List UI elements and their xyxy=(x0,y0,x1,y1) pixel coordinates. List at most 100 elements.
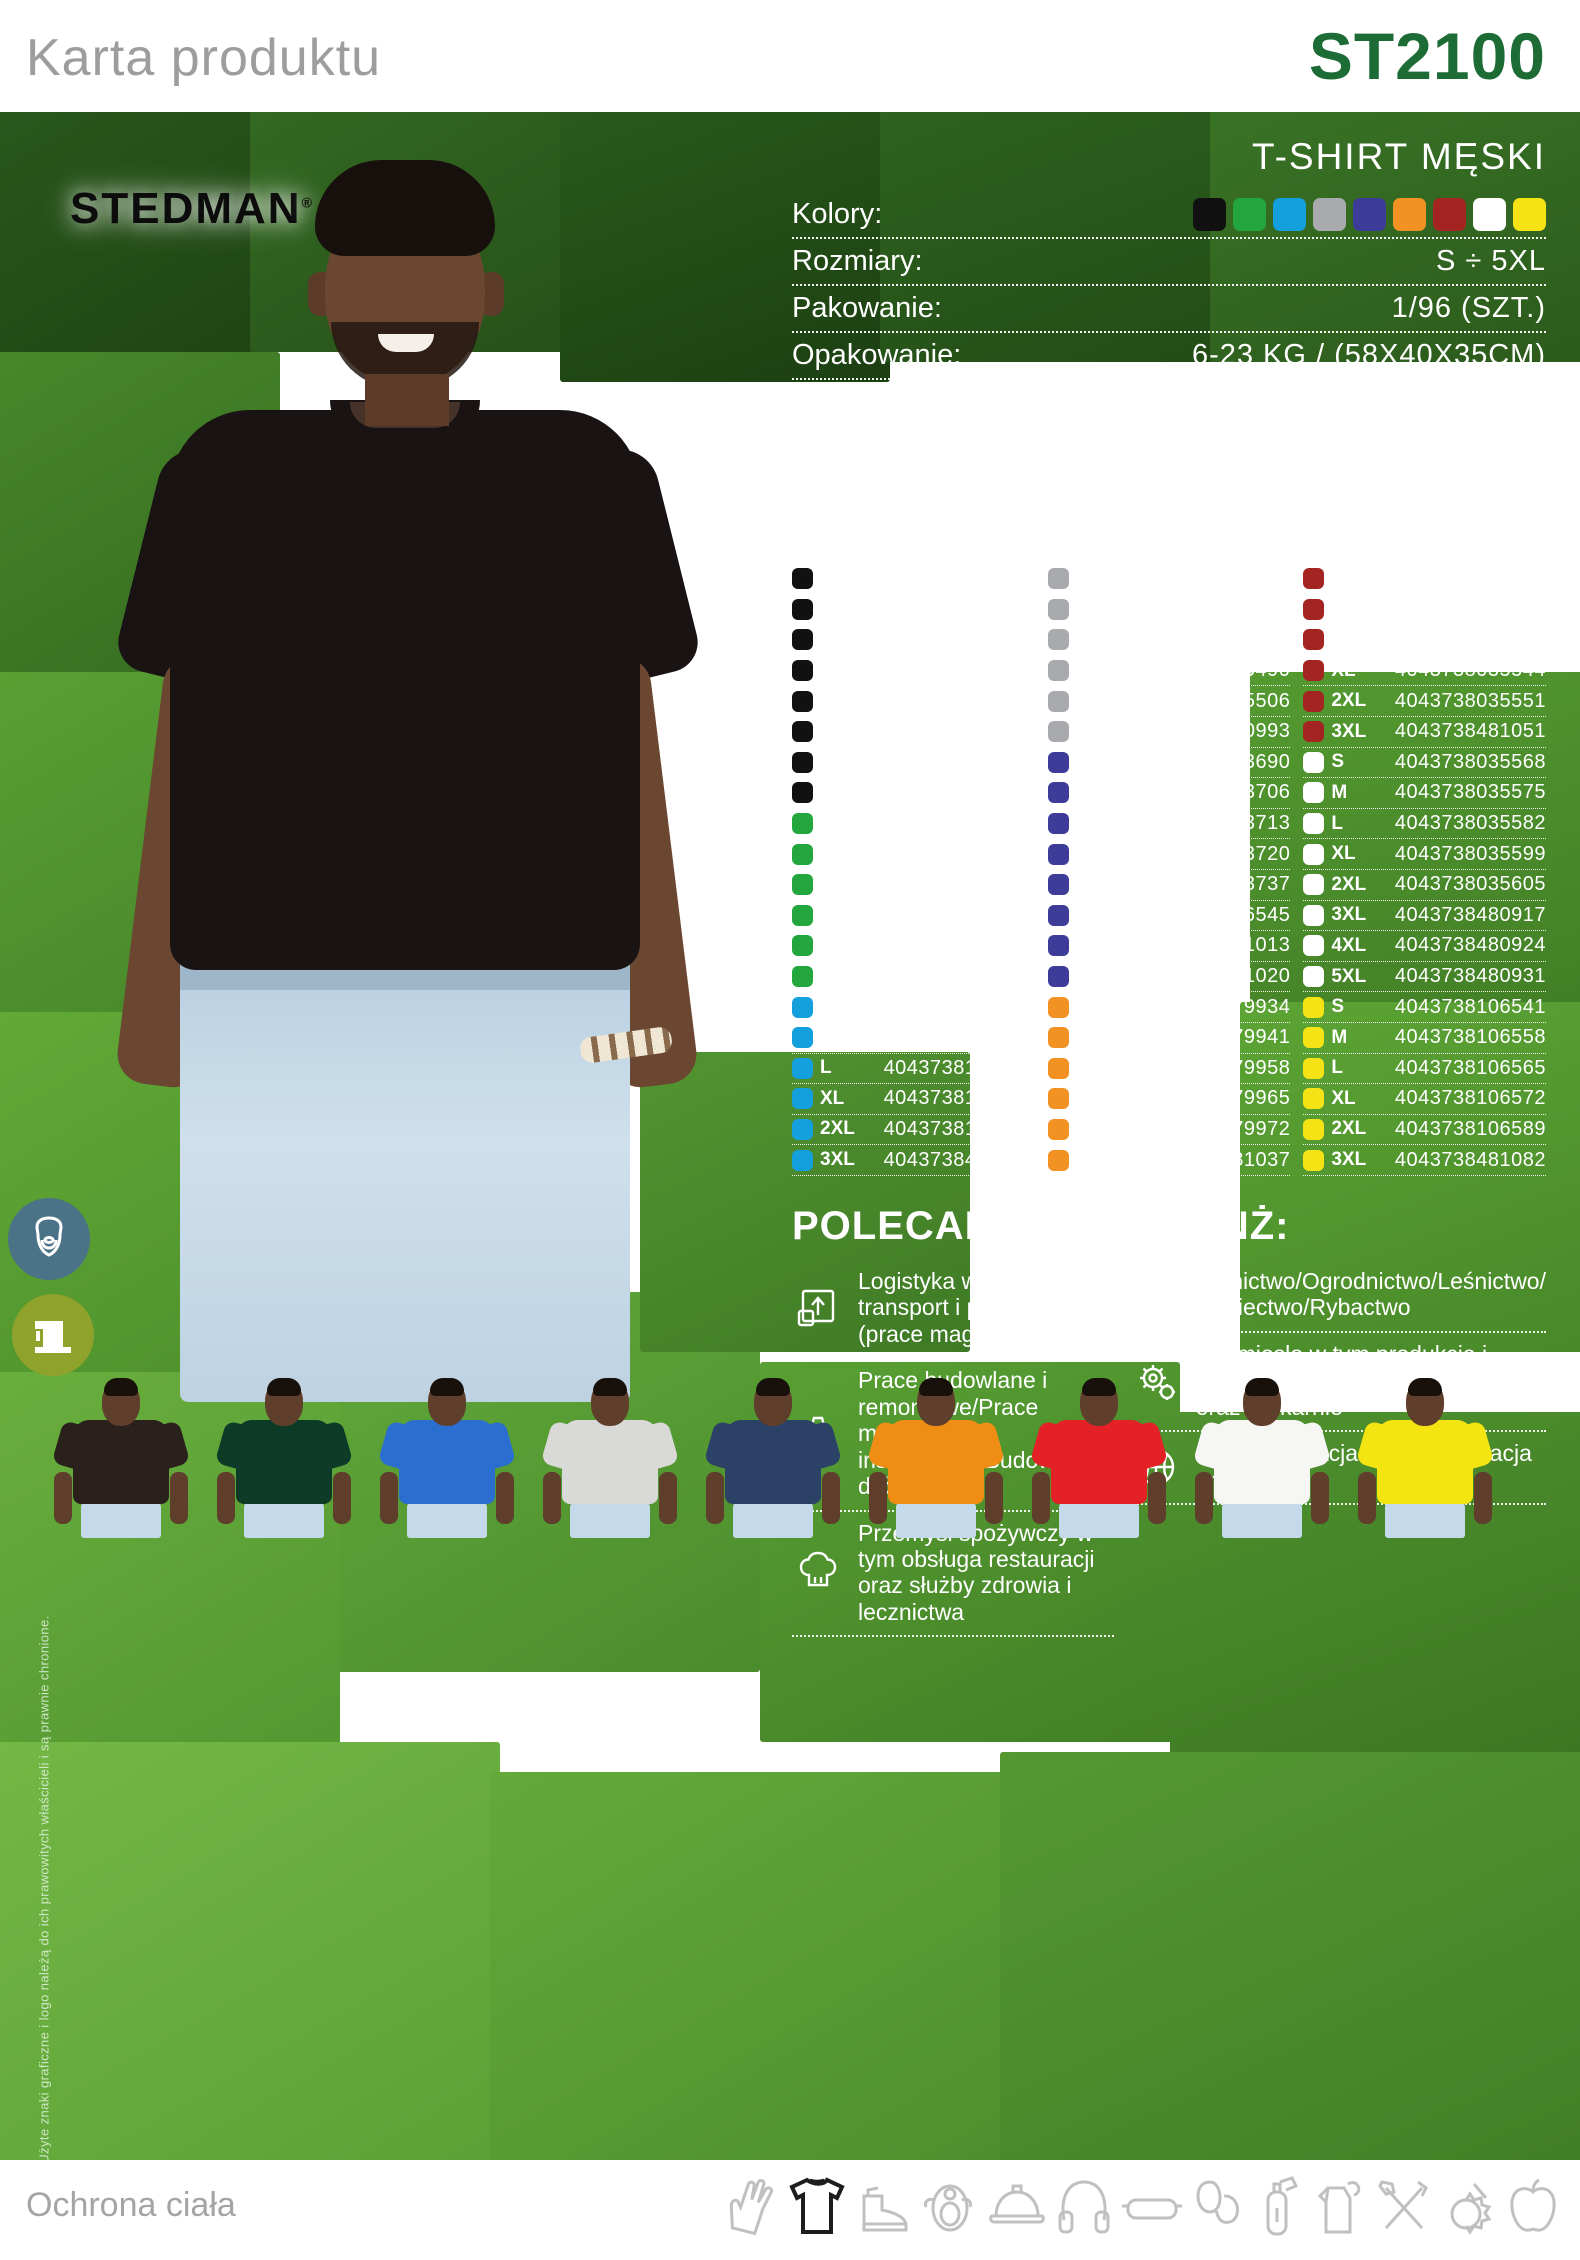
variant-shirt xyxy=(1024,1378,1174,1538)
ean-size: 5XL xyxy=(820,781,855,803)
brand-logo: STEDMAN® xyxy=(70,184,314,233)
ean-row: 2XL 4043738106688 xyxy=(792,931,1035,962)
color-swatch xyxy=(1303,751,1325,773)
ean-size: S xyxy=(1075,751,1089,773)
color-swatch xyxy=(1047,813,1069,835)
ean-row: M 4043738106558 xyxy=(1303,1023,1547,1054)
ean-row: XL 4043738035490 xyxy=(1047,656,1291,687)
ean-row: S 4043738179934 xyxy=(1047,992,1291,1023)
ean-size: 4XL xyxy=(1075,934,1111,956)
ean-row: XL 4043738035599 xyxy=(1303,839,1547,870)
ean-size: L xyxy=(1331,628,1343,650)
ean-size: L xyxy=(1331,1057,1343,1079)
ean-row: 2XL 4043738035506 xyxy=(1047,686,1291,717)
ean-row: 3XL 4043738481037 xyxy=(1047,1145,1291,1176)
ean-code: 4043738106640 xyxy=(883,812,1035,835)
industry-label: Rzemiosło w tym produkcja i obróbka szkł… xyxy=(1195,1340,1525,1420)
sewing-machine-badge xyxy=(12,1294,94,1376)
ean-row: 3XL 4043738480993 xyxy=(1047,717,1291,748)
variant-shirt xyxy=(1350,1378,1500,1538)
ean-size: 2XL xyxy=(1331,873,1367,895)
color-swatch xyxy=(792,874,813,896)
color-swatch xyxy=(1303,996,1325,1018)
registered-mark: ® xyxy=(301,194,314,211)
color-swatch xyxy=(792,629,813,651)
ean-size: S xyxy=(1075,567,1089,589)
ean-size: XL xyxy=(1331,659,1356,681)
ean-code: 4043738035490 xyxy=(1139,659,1291,682)
variant-shirt xyxy=(372,1378,522,1538)
ean-size: 2XL xyxy=(820,934,855,956)
ean-size: L xyxy=(1075,812,1088,834)
color-swatch xyxy=(1303,843,1325,865)
ean-size: 2XL xyxy=(1075,690,1111,712)
ean-code: 4043738035438 xyxy=(883,628,1035,651)
ean-row: 5XL 4043738480955 xyxy=(792,778,1035,809)
colors-label: Kolory: xyxy=(792,198,883,230)
ean-row: L 4043738106565 xyxy=(1303,1054,1547,1085)
color-swatch xyxy=(1047,660,1069,682)
page-header: Karta produktu ST2100 xyxy=(0,0,1580,112)
ean-row: L 4043738106619 xyxy=(792,1054,1035,1085)
ean-row: XL 4043738106671 xyxy=(792,901,1035,932)
color-swatch xyxy=(1047,1118,1069,1140)
ean-size: L xyxy=(820,873,832,895)
ean-row: 3XL 4043738480979 xyxy=(792,962,1035,993)
color-swatch xyxy=(1193,198,1226,231)
spec-row-box: Opakowanie: 6-23 KG / (58X40X35CM) xyxy=(792,333,1546,380)
ean-size: L xyxy=(1331,812,1343,834)
ean-row: 3XL 4043738480986 xyxy=(792,1145,1035,1176)
ean-row: 2XL 4043738035551 xyxy=(1303,686,1547,717)
ean-row: M 4043738106657 xyxy=(792,839,1035,870)
harness-icon xyxy=(1190,2174,1248,2240)
hand-tools-icon xyxy=(1374,2174,1434,2240)
ean-row: M 4043738035421 xyxy=(792,595,1035,626)
ean-size: 2XL xyxy=(1331,690,1367,712)
ean-size: XL xyxy=(820,904,845,926)
color-swatch xyxy=(792,996,813,1018)
ean-code: 4043738035513 xyxy=(1394,567,1547,590)
ean-size: 2XL xyxy=(1075,1118,1111,1140)
model-jeans xyxy=(180,964,630,1402)
ean-column-2: S 4043738035469 M 4043738035476 L xyxy=(1047,564,1291,1176)
ean-code: 4043738143737 xyxy=(1139,873,1291,896)
ean-row: XL 4043738035445 xyxy=(792,656,1035,687)
color-swatch xyxy=(1047,598,1069,620)
ean-row: L 4043738035438 xyxy=(792,625,1035,656)
ean-size: S xyxy=(820,567,833,589)
industry-item-logistics: Logistyka w tym transport i przeładunek … xyxy=(792,1260,1114,1360)
color-swatch xyxy=(792,1027,813,1049)
chef-hat-icon xyxy=(792,1549,844,1595)
ean-size: M xyxy=(1075,598,1092,620)
ean-code: 4043738480917 xyxy=(1394,903,1547,926)
ean-code: 4043738476521 xyxy=(883,750,1035,773)
ean-row: L 4043738035537 xyxy=(1303,625,1547,656)
color-swatch xyxy=(1047,751,1069,773)
ean-code: 4043738035575 xyxy=(1394,781,1547,804)
ean-row: 5XL 4043738481020 xyxy=(1047,962,1291,993)
ean-row: 4XL 4043738481013 xyxy=(1047,931,1291,962)
industry-item-crafts: Rzemiosło w tym produkcja i obróbka szkł… xyxy=(1129,1333,1546,1433)
color-swatch xyxy=(1047,996,1069,1018)
color-swatch xyxy=(1303,721,1325,743)
ean-row: L 4043738035582 xyxy=(1303,809,1547,840)
ean-row: L 4043738106664 xyxy=(792,870,1035,901)
color-swatch xyxy=(1303,904,1325,926)
ean-code: 4043738481013 xyxy=(1139,934,1291,957)
color-swatch xyxy=(1433,198,1466,231)
gas-cylinder-icon xyxy=(1254,2174,1306,2240)
color-swatch xyxy=(1303,1118,1325,1140)
variant-shirts-row xyxy=(46,1378,1526,1538)
ean-code: 4043738143706 xyxy=(1139,781,1291,804)
ean-size: XL xyxy=(820,659,845,681)
ean-code: 4043738035483 xyxy=(1139,628,1291,651)
color-swatch xyxy=(792,935,813,957)
color-swatch xyxy=(1047,782,1069,804)
color-swatch xyxy=(1047,1149,1069,1171)
ean-size: XL xyxy=(1075,659,1100,681)
ean-code: 4043738035568 xyxy=(1394,750,1547,773)
ean-row: M 4043738143706 xyxy=(1047,778,1291,809)
category-label: Ochrona ciała xyxy=(26,2186,236,2224)
box-value: 6-23 KG / (58X40X35CM) xyxy=(1191,339,1546,371)
color-swatch xyxy=(792,782,813,804)
